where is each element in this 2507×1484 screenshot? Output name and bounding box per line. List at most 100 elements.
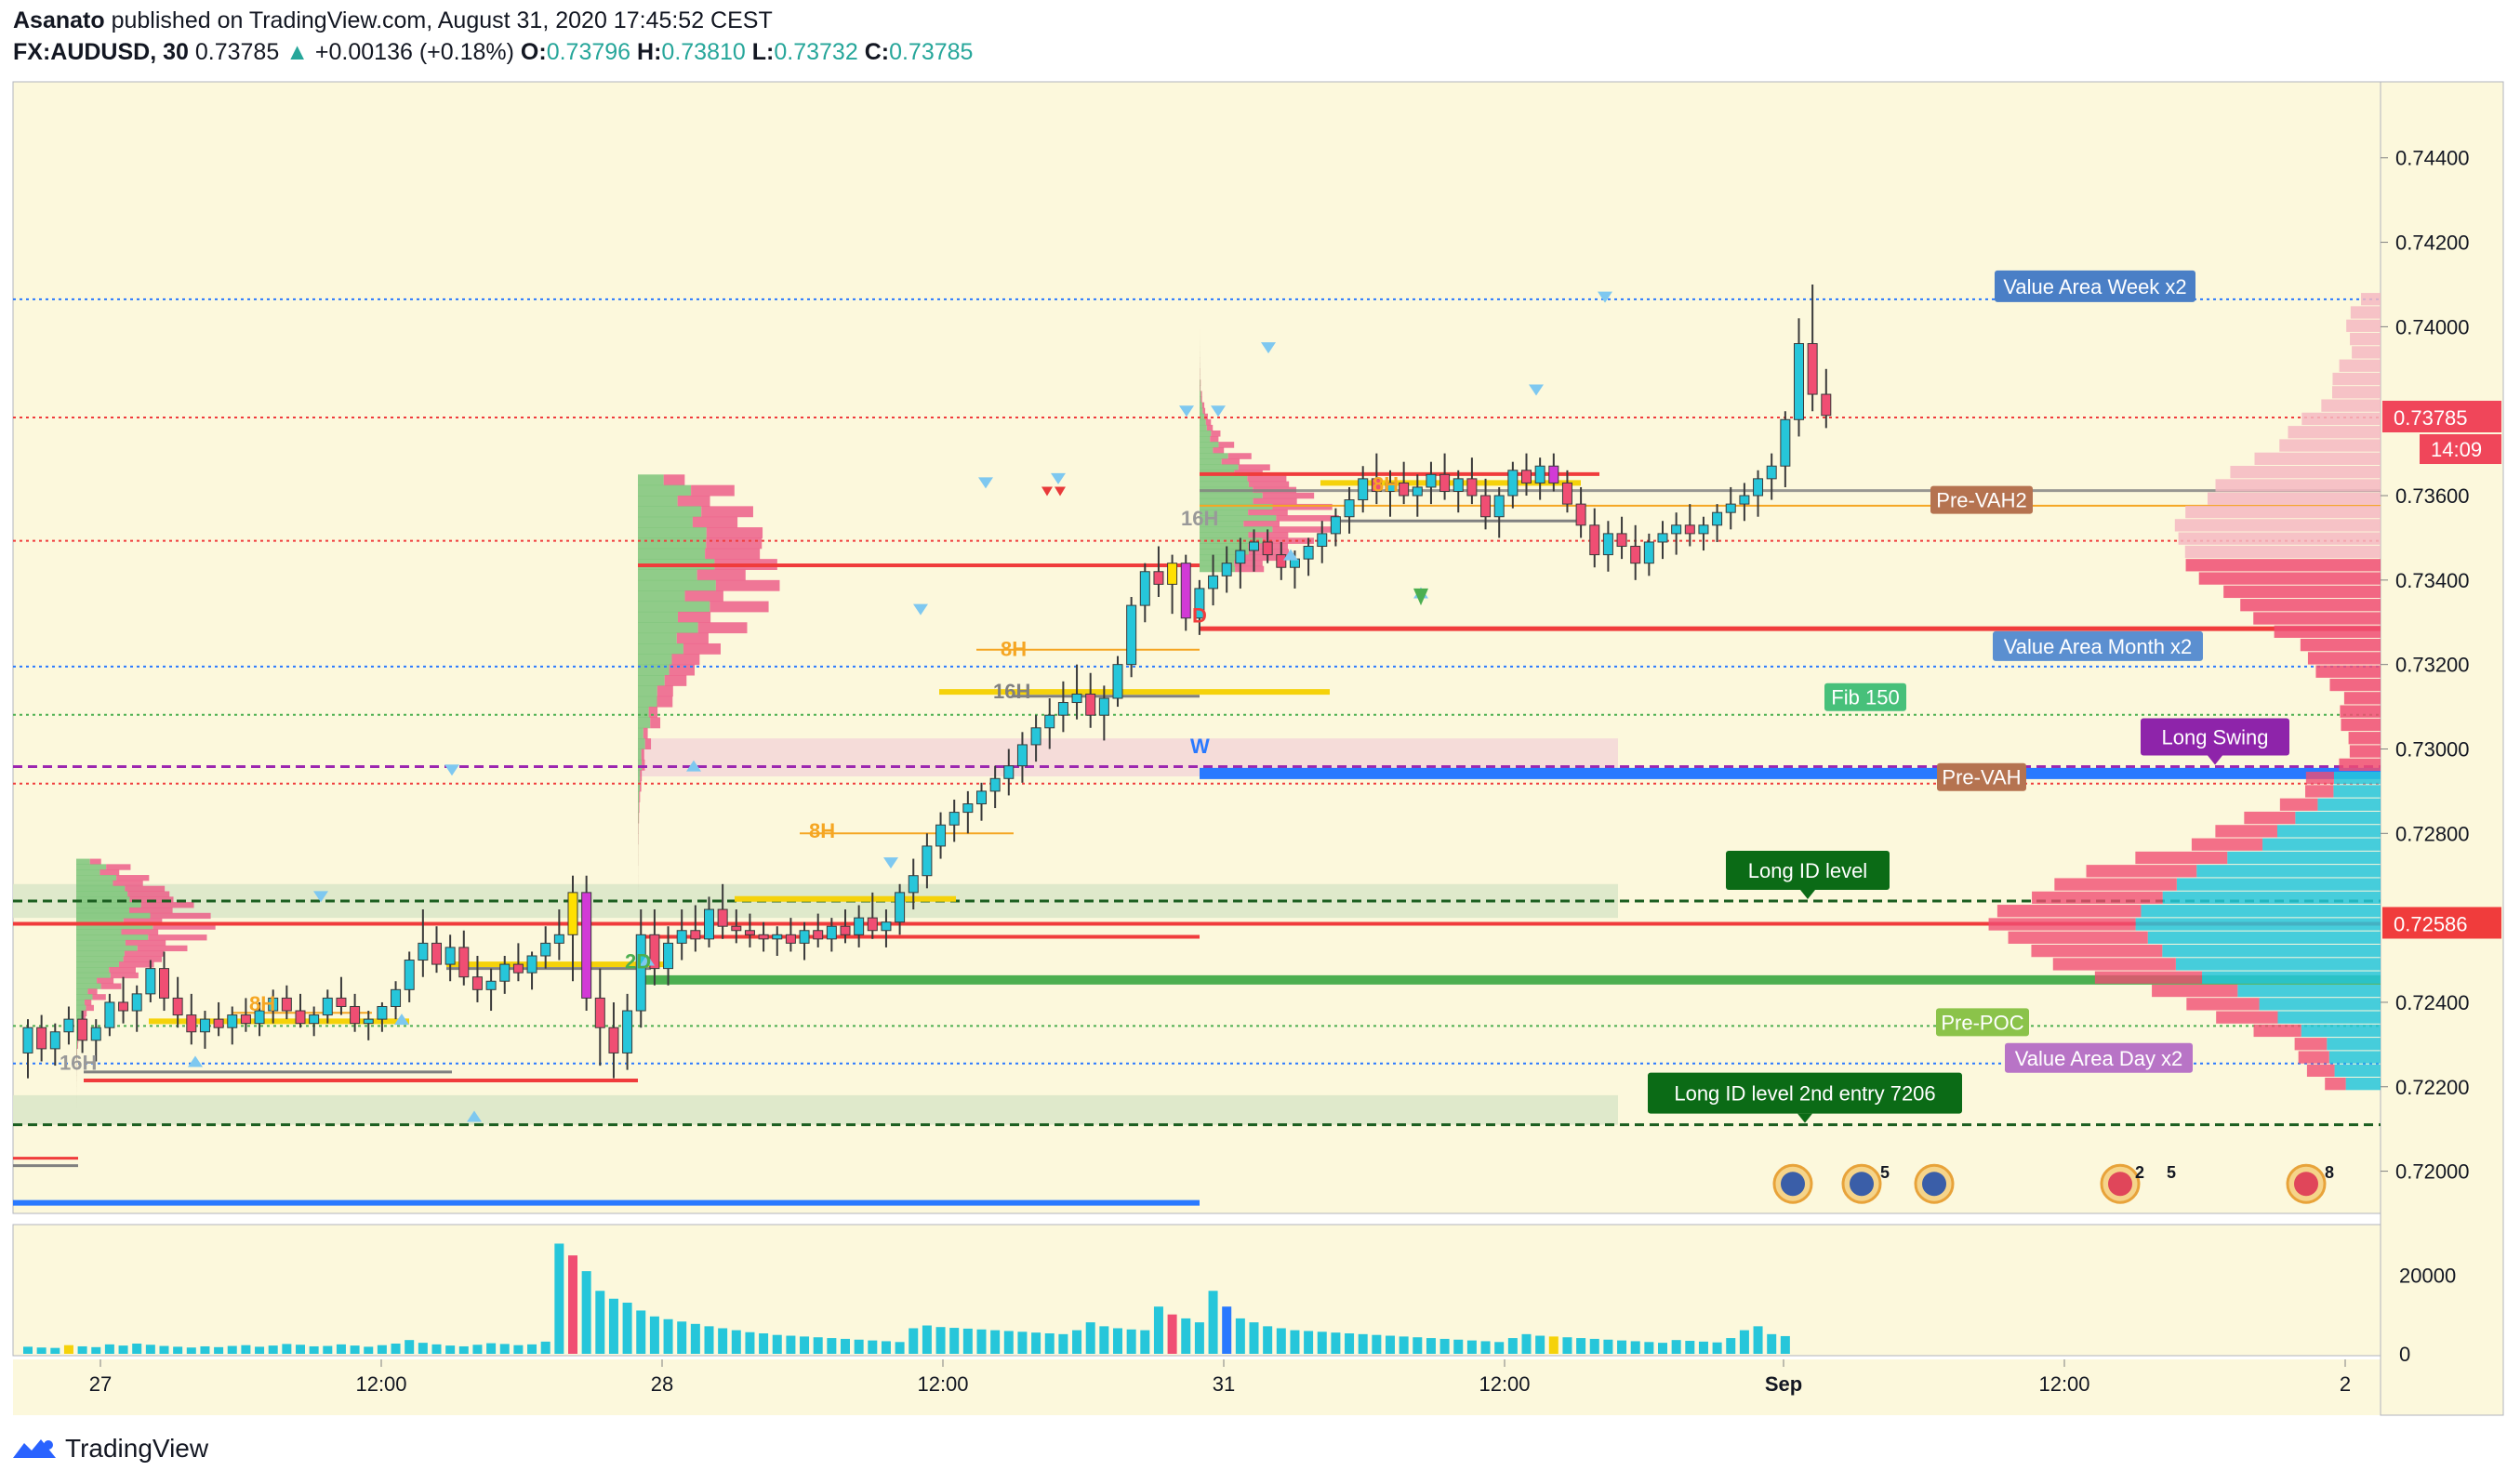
volume-bar[interactable]	[1386, 1335, 1395, 1354]
volume-bar[interactable]	[1480, 1341, 1491, 1354]
volume-bar[interactable]	[1630, 1341, 1640, 1354]
volume-bar[interactable]	[554, 1243, 564, 1354]
candle[interactable]	[1807, 284, 1818, 412]
triangle-down-icon[interactable]	[1179, 405, 1194, 417]
volume-bar[interactable]	[1644, 1342, 1654, 1354]
candle[interactable]	[1303, 537, 1314, 576]
candle[interactable]	[935, 812, 947, 859]
candle[interactable]	[131, 985, 142, 1032]
volume-bar[interactable]	[1603, 1339, 1613, 1354]
volume-bar[interactable]	[50, 1347, 60, 1354]
candle[interactable]	[553, 909, 564, 961]
candle[interactable]	[499, 955, 511, 994]
candle[interactable]	[1561, 470, 1572, 513]
candle[interactable]	[867, 892, 878, 939]
volume-bar[interactable]	[63, 1345, 73, 1354]
candle[interactable]	[1344, 486, 1355, 534]
volume-bar[interactable]	[77, 1345, 87, 1354]
candle[interactable]	[895, 883, 906, 935]
volume-bar[interactable]	[486, 1343, 497, 1354]
volume-bar[interactable]	[922, 1325, 932, 1354]
price-axis[interactable]	[2380, 81, 2504, 1416]
candle[interactable]	[1821, 368, 1832, 429]
volume-bar[interactable]	[472, 1345, 483, 1354]
candle[interactable]	[540, 926, 551, 969]
volume-bar[interactable]	[1194, 1322, 1204, 1354]
candle[interactable]	[622, 993, 633, 1070]
triangle-up-icon[interactable]	[188, 1055, 203, 1067]
volume-bar[interactable]	[1372, 1334, 1382, 1354]
candle[interactable]	[1671, 512, 1682, 555]
candle[interactable]	[1358, 466, 1369, 513]
volume-bar[interactable]	[745, 1332, 755, 1354]
volume-bar[interactable]	[1017, 1332, 1028, 1354]
volume-bar[interactable]	[513, 1345, 524, 1354]
volume-bar[interactable]	[1753, 1326, 1763, 1354]
annotation-label[interactable]: Pre-VAH2	[1930, 485, 2033, 514]
volume-bar[interactable]	[36, 1347, 46, 1354]
candle[interactable]	[1548, 453, 1559, 492]
candle[interactable]	[240, 998, 251, 1032]
candle[interactable]	[1180, 554, 1191, 631]
triangle-down-icon[interactable]	[1055, 486, 1066, 497]
candle[interactable]	[145, 960, 156, 1002]
volume-bar[interactable]	[118, 1345, 128, 1354]
annotation-label[interactable]: Pre-POC	[1936, 1008, 2029, 1037]
volume-bar[interactable]	[854, 1339, 864, 1354]
candle[interactable]	[1794, 318, 1804, 437]
volume-bar[interactable]	[1589, 1338, 1599, 1354]
volume-bar[interactable]	[868, 1340, 878, 1354]
volume-bar[interactable]	[1290, 1330, 1300, 1354]
candle[interactable]	[1725, 486, 1736, 530]
candle[interactable]	[322, 989, 333, 1024]
volume-bar[interactable]	[990, 1330, 1001, 1354]
volume-bar[interactable]	[1739, 1330, 1749, 1354]
chart-canvas[interactable]: 5 2 5 8 16H 8H 8H 16H 8H 2D 16H 8H D W Value Area Wee…	[0, 74, 2507, 1417]
volume-bar[interactable]	[1780, 1335, 1790, 1354]
candle[interactable]	[268, 989, 279, 1024]
current-price-box[interactable]	[2382, 401, 2501, 433]
volume-bar[interactable]	[1466, 1340, 1477, 1354]
candle[interactable]	[1507, 461, 1519, 509]
event-flag-icon[interactable]	[2100, 1163, 2141, 1204]
candle[interactable]	[336, 976, 347, 1015]
candle[interactable]	[1399, 461, 1410, 505]
volume-bar[interactable]	[186, 1347, 196, 1354]
event-flag-icon[interactable]	[1914, 1163, 1955, 1204]
volume-bar[interactable]	[1044, 1332, 1055, 1354]
volume-bar[interactable]	[800, 1336, 810, 1354]
candle[interactable]	[608, 1001, 619, 1079]
candle[interactable]	[1221, 546, 1232, 593]
candle[interactable]	[350, 993, 361, 1032]
annotation-label[interactable]: Long ID level	[1726, 850, 1890, 899]
candle[interactable]	[649, 909, 660, 986]
triangle-down-icon[interactable]	[883, 857, 898, 869]
volume-bar[interactable]	[1671, 1340, 1681, 1354]
volume-bar[interactable]	[91, 1346, 101, 1354]
volume-bar[interactable]	[895, 1342, 905, 1354]
annotation-label[interactable]: Fib 150	[1824, 682, 1906, 711]
volume-bar[interactable]	[786, 1335, 796, 1354]
volume-bar[interactable]	[214, 1346, 224, 1354]
volume-bar[interactable]	[1113, 1328, 1122, 1354]
volume-bar[interactable]	[1712, 1342, 1722, 1354]
publisher-name[interactable]: Asanato	[13, 7, 105, 33]
candle[interactable]	[690, 905, 701, 952]
volume-bar[interactable]	[1413, 1337, 1423, 1354]
candle[interactable]	[295, 993, 306, 1028]
candle[interactable]	[172, 976, 183, 1028]
candle[interactable]	[922, 833, 933, 889]
volume-bar[interactable]	[1276, 1328, 1286, 1354]
volume-bar[interactable]	[1494, 1342, 1505, 1354]
candle[interactable]	[567, 875, 578, 982]
volume-bar[interactable]	[159, 1345, 169, 1354]
candle[interactable]	[717, 883, 728, 939]
triangle-down-icon[interactable]	[313, 891, 328, 903]
volume-bar[interactable]	[458, 1345, 469, 1354]
volume-bar[interactable]	[1331, 1332, 1341, 1354]
candle[interactable]	[1098, 685, 1109, 741]
candle[interactable]	[471, 955, 483, 1002]
candle[interactable]	[512, 943, 524, 982]
annotation-label[interactable]: Value Area Month x2	[1993, 630, 2203, 661]
annotation-label[interactable]: Value Area Day x2	[2005, 1042, 2193, 1073]
